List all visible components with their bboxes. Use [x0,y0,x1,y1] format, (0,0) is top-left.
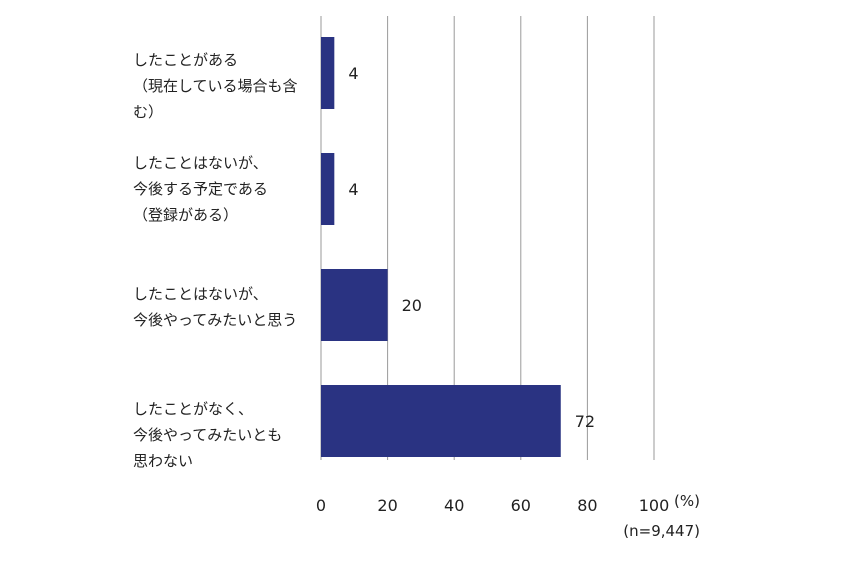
value-label-2: 20 [402,296,422,315]
category-label-3: したことがなく、 今後やってみたいとも 思わない [133,400,283,470]
x-tick-label-40: 40 [444,496,464,515]
bar-0 [321,37,335,109]
value-label-3: 72 [575,412,595,431]
bar-3 [321,385,561,457]
category-label-0: したことがある （現在している場合も含む） [133,51,298,121]
sample-size-note: (n=9,447) [623,522,700,540]
category-label-1: したことはないが、 今後する予定である （登録がある） [133,154,268,224]
category-label-2: したことはないが、 今後やってみたいと思う [133,285,298,329]
bar-1 [321,153,335,225]
value-label-1: 4 [348,180,358,199]
bar-2 [321,269,388,341]
x-tick-label-60: 60 [511,496,531,515]
value-label-0: 4 [348,64,358,83]
x-tick-label-20: 20 [377,496,397,515]
x-tick-label-80: 80 [577,496,597,515]
x-unit-label: (%) [674,492,700,510]
x-tick-label-100: 100 [639,496,670,515]
x-tick-label-0: 0 [316,496,326,515]
